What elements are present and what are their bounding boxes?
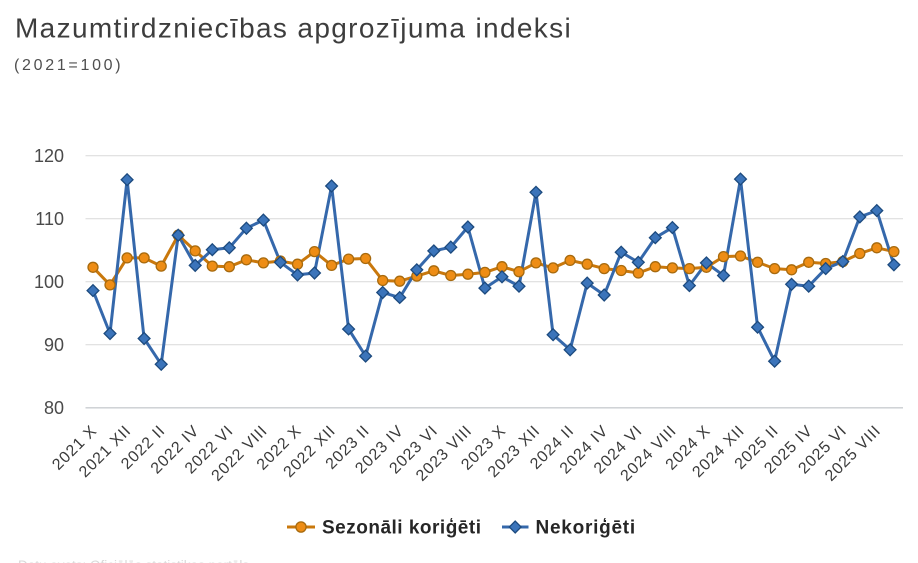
- svg-text:110: 110: [35, 209, 64, 229]
- svg-text:120: 120: [34, 146, 64, 166]
- svg-text:80: 80: [44, 398, 64, 418]
- svg-text:90: 90: [44, 335, 64, 355]
- svg-text:(2021=100): (2021=100): [14, 57, 123, 74]
- svg-text:Mazumtirdzniecības apgrozījuma: Mazumtirdzniecības apgrozījuma indeksi: [15, 13, 572, 44]
- svg-text:Sezonāli koriģēti: Sezonāli koriģēti: [322, 518, 481, 539]
- svg-text:Datu avots: Oficiālās statisti: Datu avots: Oficiālās statistikas portāl…: [18, 558, 249, 563]
- svg-text:Nekoriģēti: Nekoriģēti: [536, 518, 636, 539]
- svg-text:100: 100: [34, 272, 64, 292]
